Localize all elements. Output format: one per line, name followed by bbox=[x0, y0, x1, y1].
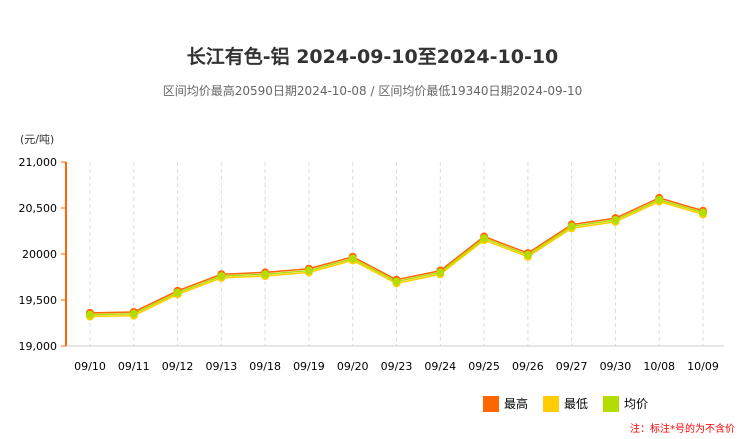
x-tick-label: 09/24 bbox=[424, 360, 456, 373]
data-point bbox=[611, 215, 620, 224]
data-point bbox=[699, 208, 707, 217]
legend-swatch bbox=[543, 395, 559, 412]
data-point bbox=[480, 234, 489, 243]
data-point bbox=[348, 254, 357, 263]
data-point bbox=[86, 310, 94, 319]
y-tick-label: 20000 bbox=[22, 248, 57, 261]
legend-item-avg[interactable]: 均价 bbox=[603, 395, 648, 412]
data-point bbox=[655, 195, 664, 204]
chart-subtitle: 区间均价最高20590日期2024-10-08 / 区间均价最低19340日期2… bbox=[162, 84, 583, 98]
y-axis-label: (元/吨) bbox=[20, 133, 55, 146]
data-point bbox=[173, 288, 182, 297]
data-point bbox=[436, 268, 445, 277]
x-tick-label: 09/11 bbox=[118, 360, 150, 373]
data-point bbox=[261, 270, 270, 279]
data-point bbox=[523, 250, 532, 259]
x-tick-label: 09/12 bbox=[162, 360, 194, 373]
x-tick-label: 09/30 bbox=[600, 360, 632, 373]
x-tick-label: 09/20 bbox=[337, 360, 369, 373]
x-tick-label: 10/08 bbox=[643, 360, 675, 373]
legend-label: 最低 bbox=[564, 397, 589, 411]
legend-label: 最高 bbox=[504, 397, 529, 411]
y-tick-label: 19,500 bbox=[19, 294, 58, 307]
x-tick-label: 09/10 bbox=[74, 360, 106, 373]
data-point bbox=[392, 277, 401, 286]
x-tick-label: 09/25 bbox=[468, 360, 500, 373]
chart-title: 长江有色-铝 2024-09-10至2024-10-10 bbox=[186, 46, 559, 68]
x-tick-label: 09/26 bbox=[512, 360, 544, 373]
footnote: 注：标注*号的为不含价 bbox=[630, 424, 735, 435]
data-point bbox=[567, 222, 576, 231]
data-point bbox=[304, 266, 313, 275]
legend-item-high[interactable]: 最高 bbox=[483, 395, 528, 412]
data-point bbox=[217, 272, 226, 281]
x-tick-label: 10/09 bbox=[687, 360, 719, 373]
legend-item-low[interactable]: 最低 bbox=[543, 395, 588, 412]
legend-swatch bbox=[603, 395, 619, 412]
y-tick-label: 19,000 bbox=[19, 340, 58, 353]
y-tick-label: 20,500 bbox=[19, 202, 58, 215]
data-point bbox=[129, 309, 138, 318]
legend-label: 均价 bbox=[624, 397, 649, 411]
x-tick-label: 09/19 bbox=[293, 360, 325, 373]
y-tick-label: 21,000 bbox=[19, 156, 58, 169]
x-tick-label: 09/18 bbox=[249, 360, 281, 373]
x-tick-label: 09/23 bbox=[381, 360, 413, 373]
x-tick-label: 09/27 bbox=[556, 360, 588, 373]
x-tick-label: 09/13 bbox=[206, 360, 238, 373]
legend-swatch bbox=[483, 395, 499, 412]
